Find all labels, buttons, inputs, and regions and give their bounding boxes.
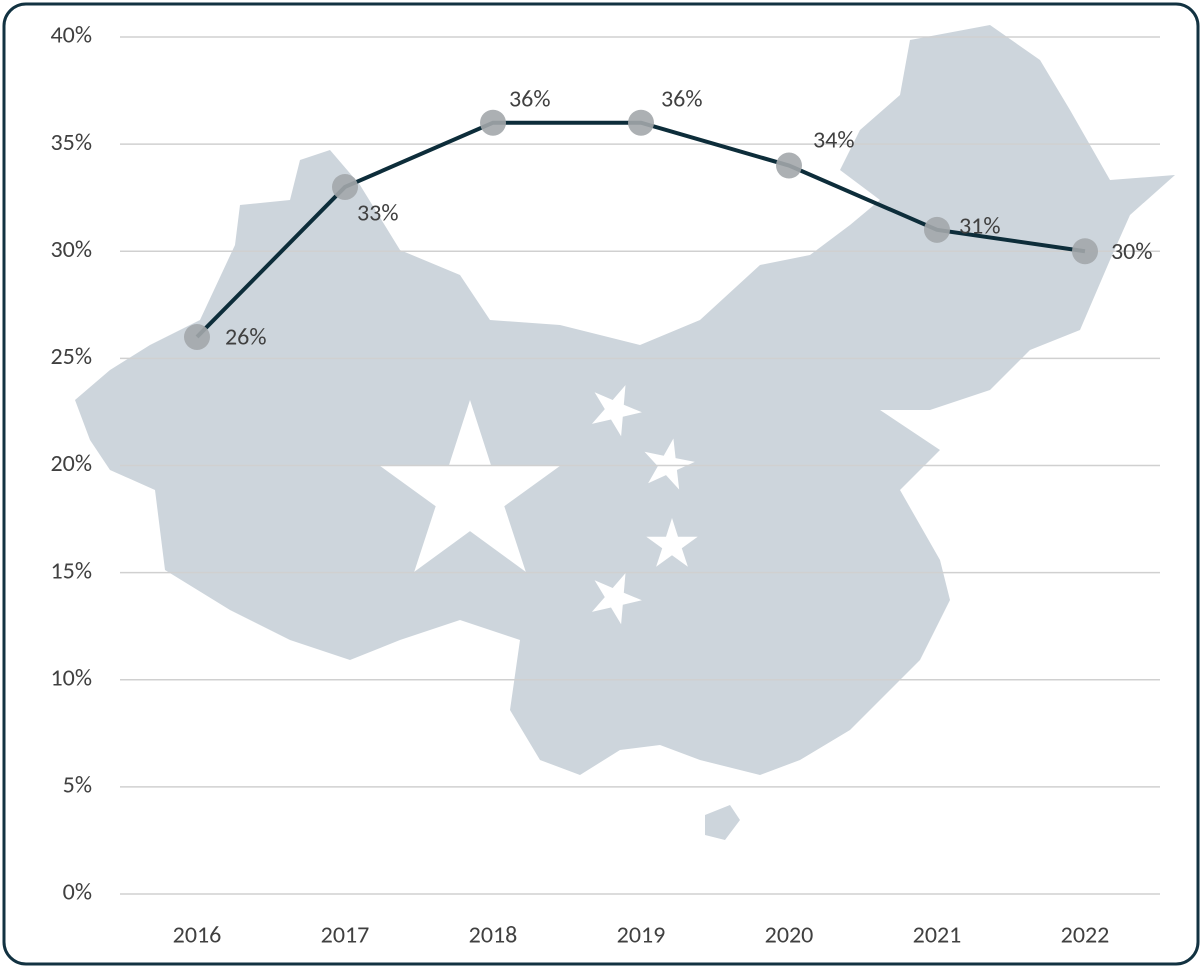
data-label: 36% xyxy=(509,84,550,113)
marker xyxy=(332,173,358,200)
data-label: 36% xyxy=(661,84,702,113)
marker xyxy=(480,109,506,136)
star xyxy=(379,400,561,572)
star xyxy=(646,518,698,567)
star xyxy=(591,573,642,625)
data-label: 33% xyxy=(357,199,398,228)
x-tick-label: 2019 xyxy=(617,921,666,950)
star xyxy=(644,438,695,490)
map-island xyxy=(705,805,740,840)
marker xyxy=(776,152,802,179)
x-tick-label: 2022 xyxy=(1061,921,1110,950)
data-label: 30% xyxy=(1111,237,1152,266)
y-tick-label: 15% xyxy=(51,556,92,585)
y-tick-label: 40% xyxy=(51,21,92,50)
x-tick-label: 2017 xyxy=(321,921,370,950)
x-tick-label: 2020 xyxy=(765,921,814,950)
y-tick-label: 0% xyxy=(63,878,92,907)
data-label: 26% xyxy=(225,323,266,352)
y-tick-label: 30% xyxy=(51,235,92,264)
x-tick-label: 2021 xyxy=(913,921,962,950)
y-tick-label: 10% xyxy=(51,663,92,692)
marker xyxy=(924,216,950,243)
y-tick-label: 20% xyxy=(51,449,92,478)
marker xyxy=(1072,238,1098,265)
x-tick-label: 2018 xyxy=(469,921,518,950)
y-tick-label: 35% xyxy=(51,128,92,157)
y-tick-label: 25% xyxy=(51,342,92,371)
marker xyxy=(184,323,210,350)
x-tick-label: 2016 xyxy=(173,921,222,950)
data-label: 31% xyxy=(959,212,1000,241)
star xyxy=(591,385,642,437)
y-tick-label: 5% xyxy=(63,771,92,800)
data-label: 34% xyxy=(813,125,854,154)
marker xyxy=(628,109,654,136)
